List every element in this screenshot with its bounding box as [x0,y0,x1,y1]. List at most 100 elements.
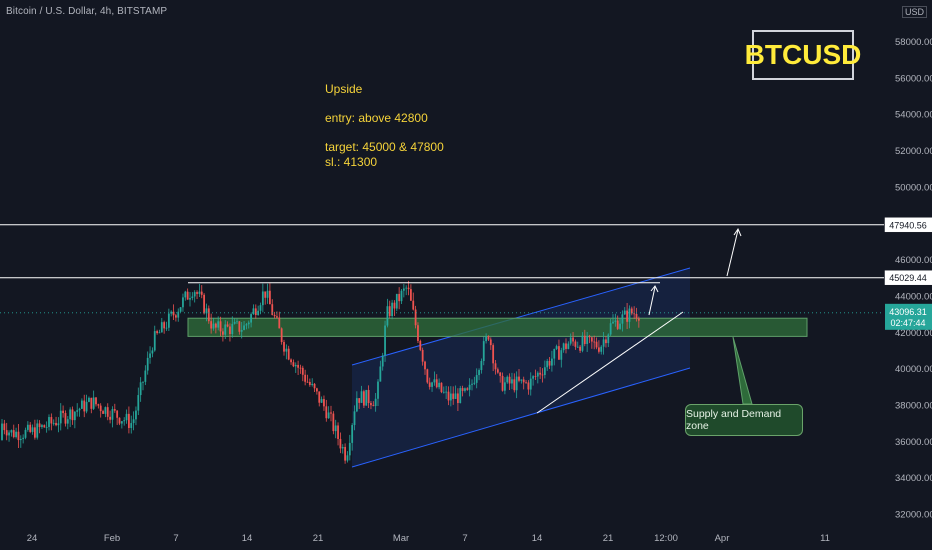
arrow-2-head [733,227,742,237]
candle-body [630,308,633,314]
candle-body [12,430,15,438]
candle-body [320,399,323,403]
level-tag-1-label: 47940.56 [889,220,927,230]
candle-body [506,376,509,383]
candle-body [304,374,307,382]
candle-body [417,325,419,341]
candle-body [144,370,147,382]
candle-body [471,383,473,385]
candle-body [414,309,417,326]
candle-body [433,379,436,383]
currency-label[interactable]: USD [902,6,928,18]
x-tick-label: 12:00 [654,533,678,544]
candle-body [88,397,90,402]
candle-body [135,410,137,420]
candle-body [158,332,161,334]
candle-body [19,438,22,441]
candle-body [149,353,151,358]
candle-body [45,426,48,428]
candle-body [426,369,429,383]
candle-body [24,429,27,438]
candle-body [410,289,412,301]
candle-body [290,359,292,363]
x-tick-label: Apr [715,533,730,544]
ticker-badge: BTCUSD [745,30,861,80]
candle-body [424,361,426,370]
candle-body [384,325,386,356]
candle-body [534,376,537,377]
candle-body [466,388,469,390]
candle-body [196,292,198,294]
candle-body [508,376,511,384]
candle-body [532,376,534,379]
candle-body [156,331,158,334]
candle-body [276,316,278,318]
candle-body [602,339,605,347]
candle-body [151,350,154,354]
candle-body [360,391,363,403]
candle-body [553,348,556,359]
zone-callout: Supply and Demand zone [685,404,803,436]
candle-body [73,411,76,421]
candle-body [560,350,563,360]
x-tick-label: 7 [173,533,178,544]
candle-body [518,376,520,381]
x-tick-label: 7 [462,533,467,544]
candle-body [292,362,295,367]
candle-body [31,427,34,432]
candle-body [598,347,600,352]
candle-body [69,409,72,420]
candle-body [205,308,208,314]
candle-body [203,294,205,314]
y-tick-label: 52000.00 [895,146,932,157]
candle-body [308,381,311,385]
x-axis: 24 Feb 7 14 21 Mar 7 14 21 12:00 Apr 11 [27,533,830,544]
candle-body [567,343,570,349]
x-tick-label: Mar [393,533,409,544]
candle-body [132,419,135,424]
candle-body [243,325,245,330]
y-tick-label: 36000.00 [895,437,932,448]
candle-body [536,372,539,377]
candle-body [287,348,290,360]
candle-body [285,348,288,352]
candle-body [128,413,130,428]
candle-body [76,410,79,412]
countdown-label: 02:47:44 [890,318,925,328]
candle-body [261,291,264,306]
y-tick-label: 42000.00 [895,328,932,339]
candle-body [50,417,53,424]
candle-body [29,424,32,432]
candle-body [104,407,107,414]
candle-body [569,337,572,344]
candle-body [494,363,497,370]
candle-body [153,331,156,351]
candle-body [118,417,121,424]
candle-body [318,391,321,403]
candle-body [264,291,267,298]
candle-body [123,420,126,422]
candle-body [177,311,180,318]
symbol-title[interactable]: Bitcoin / U.S. Dollar, 4h, BITSTAMP [6,6,168,17]
candle-body [600,346,603,352]
candle-body [217,321,220,328]
candle-body [520,379,523,381]
candle-body [175,315,177,318]
candle-body [579,346,581,351]
candle-body [529,378,532,390]
candle-body [464,388,466,391]
candle-body [374,398,377,407]
candle-body [447,391,450,401]
channel-upper-line [351,267,691,366]
candle-body [247,322,250,325]
level-tag-1-box [884,217,932,233]
candle-body [78,408,81,411]
x-tick-label: 14 [532,533,543,544]
candle-body [240,329,243,332]
current-price-label: 43096.31 [889,307,927,317]
y-tick-label: 38000.00 [895,400,932,411]
candle-body [504,382,506,391]
candle-body [222,331,224,335]
candle-body [109,416,111,420]
